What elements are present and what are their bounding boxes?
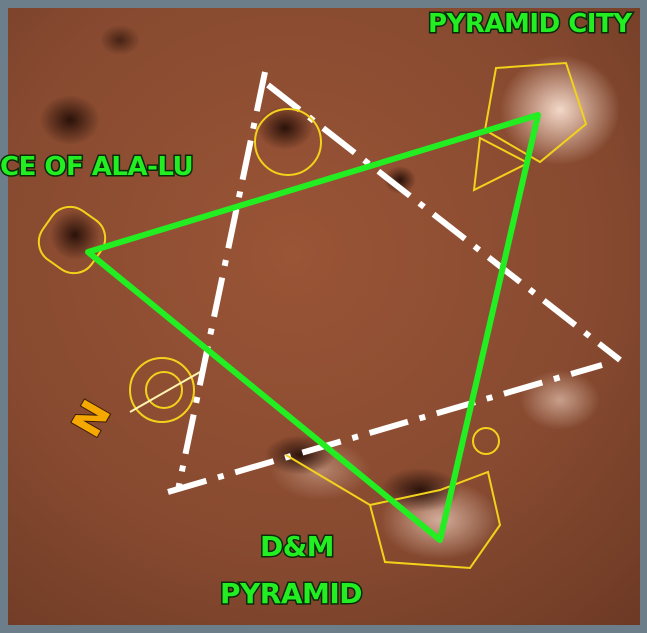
label-pyramid: PYRAMID: [220, 577, 362, 610]
label-dm: D&M: [260, 530, 334, 563]
annotated-photo: PYRAMID CITY CE OF ALA-LU D&M PYRAMID N: [0, 0, 647, 633]
page: PYRAMID CITY CE OF ALA-LU D&M PYRAMID N …: [0, 0, 647, 633]
label-pyramid-city: PYRAMID CITY: [428, 9, 633, 39]
label-ala-lu: CE OF ALA-LU: [0, 152, 193, 182]
